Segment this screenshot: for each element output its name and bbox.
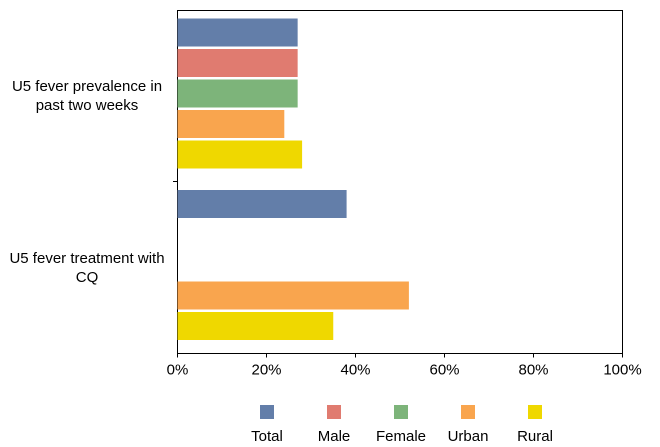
x-tick-label: 100% <box>603 361 641 378</box>
x-tick-label: 60% <box>429 361 459 378</box>
bar <box>177 49 298 77</box>
bar <box>177 312 334 340</box>
legend-swatch <box>461 405 475 419</box>
x-tick-label: 20% <box>251 361 281 378</box>
legend-label: Male <box>318 428 351 445</box>
x-tick-label: 0% <box>167 361 189 378</box>
bar <box>177 79 298 108</box>
legend-label: Rural <box>517 428 553 445</box>
y-tick-label: U5 fever prevalence in past two weeks <box>11 78 163 115</box>
bar <box>177 281 409 310</box>
legend-label: Urban <box>448 428 489 445</box>
legend-swatch <box>327 405 341 419</box>
y-tick-label: U5 fever treatment with CQ <box>9 249 165 286</box>
bar <box>177 140 303 169</box>
legend-label: Female <box>376 428 426 445</box>
bar <box>177 110 285 138</box>
x-tick-label: 40% <box>340 361 370 378</box>
x-tick-label: 80% <box>518 361 548 378</box>
bar <box>177 18 298 47</box>
legend-swatch <box>394 405 408 419</box>
legend-swatch <box>528 405 542 419</box>
legend-label: Total <box>251 428 283 445</box>
legend-swatch <box>260 405 274 419</box>
bar <box>177 190 347 218</box>
